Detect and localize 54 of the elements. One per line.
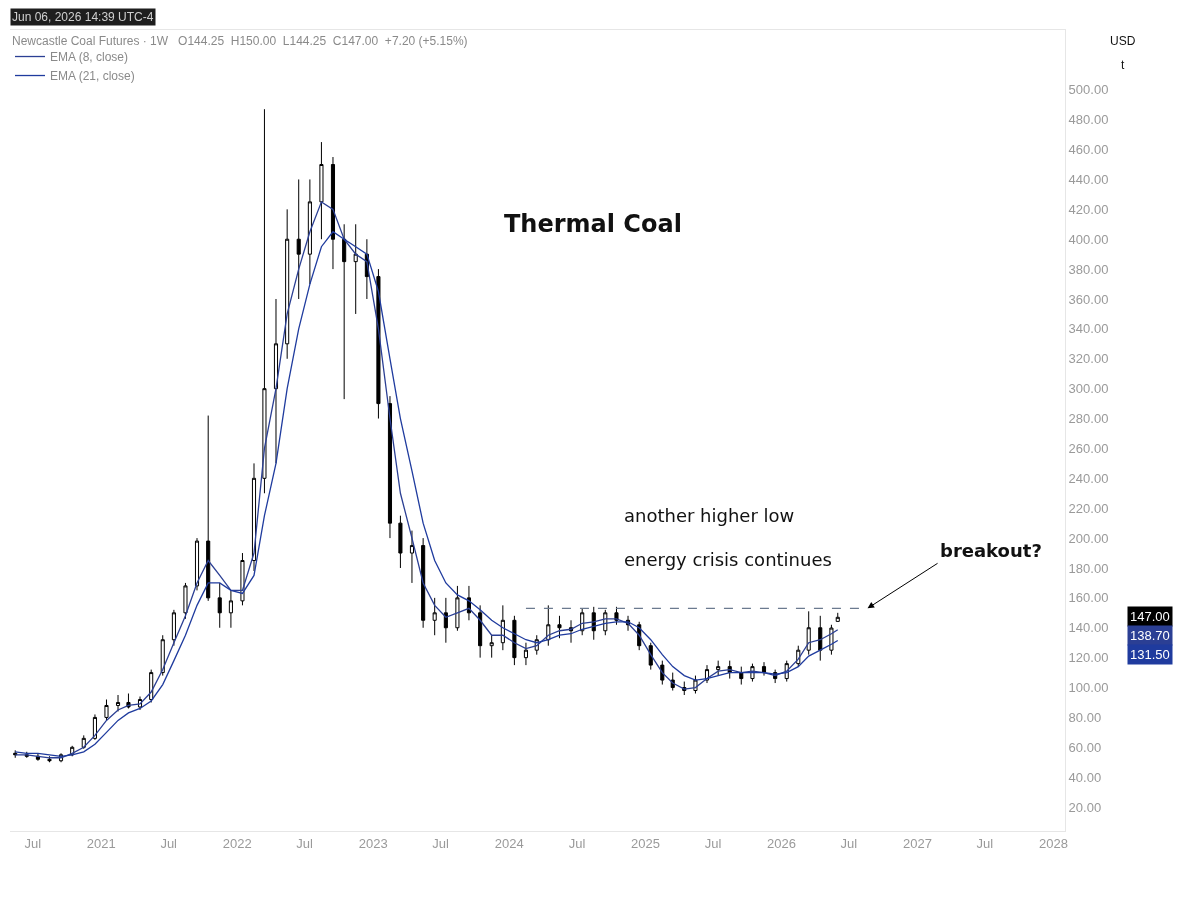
y-tick-label: 80.00: [1068, 709, 1102, 725]
x-tick-label: 2023: [358, 835, 388, 851]
y-tick-label: 20.00: [1068, 799, 1102, 815]
x-tick-label: 2026: [767, 835, 796, 851]
text: t: [1121, 58, 1125, 72]
x-tick-label: 2028: [1038, 835, 1068, 851]
x-tick-label: Jul: [296, 835, 314, 851]
y-tick-label: 120.00: [1068, 650, 1109, 666]
y-tick-label: 500.00: [1068, 82, 1109, 98]
annotation: another higher low: [624, 505, 795, 526]
x-tick-label: Jul: [704, 835, 722, 851]
text: Thermal Coal: [504, 209, 682, 238]
text: Jun 06, 2026 14:39 UTC-4: [12, 10, 154, 24]
text: 147.00: [1130, 609, 1170, 624]
x-tick-label: Jul: [976, 835, 994, 851]
y-tick-label: 420.00: [1068, 201, 1109, 217]
y-tick-label: 260.00: [1068, 440, 1109, 456]
y-tick-label: 400.00: [1068, 231, 1109, 247]
x-tick-label: Jul: [160, 835, 178, 851]
y-tick-label: 220.00: [1068, 500, 1109, 516]
y-tick-label: 440.00: [1068, 171, 1109, 187]
annotation: breakout?: [940, 540, 1042, 561]
legend-label: EMA (8, close): [50, 50, 129, 65]
x-tick-label: 2021: [86, 835, 116, 851]
text: USD: [1110, 34, 1136, 48]
y-tick-label: 380.00: [1068, 261, 1109, 277]
annotation: Newcastle Coal Futures · 1W O144.25 H150.00 L144.25 C147.00 +7.20 (+5.15%): [12, 34, 468, 48]
y-tick-label: 140.00: [1068, 620, 1109, 636]
y-tick-label: 240.00: [1068, 470, 1109, 486]
y-tick-label: 180.00: [1068, 560, 1109, 576]
x-tick-label: 2024: [494, 835, 524, 851]
x-tick-label: Jul: [432, 835, 450, 851]
y-tick-label: 340.00: [1068, 321, 1109, 337]
x-tick-label: 2022: [222, 835, 252, 851]
y-tick-label: 160.00: [1068, 590, 1109, 606]
x-tick-label: Jul: [840, 835, 858, 851]
annotation: energy crisis continues: [624, 549, 832, 570]
y-tick-label: 300.00: [1068, 381, 1109, 397]
text: 138.70: [1130, 628, 1170, 643]
x-tick-label: Jul: [24, 835, 42, 851]
y-tick-label: 460.00: [1068, 142, 1109, 158]
y-tick-label: 480.00: [1068, 112, 1109, 128]
x-tick-label: 2025: [631, 835, 660, 851]
legend-label: EMA (21, close): [50, 69, 135, 84]
y-tick-label: 280.00: [1068, 411, 1109, 427]
y-tick-label: 360.00: [1068, 291, 1109, 307]
text: 131.50: [1130, 647, 1170, 662]
x-tick-label: 2027: [903, 835, 932, 851]
y-tick-label: 40.00: [1068, 769, 1102, 785]
x-tick-label: Jul: [568, 835, 586, 851]
y-tick-label: 60.00: [1068, 739, 1102, 755]
y-tick-label: 100.00: [1068, 680, 1109, 696]
y-tick-label: 200.00: [1068, 530, 1109, 546]
y-tick-label: 320.00: [1068, 351, 1109, 367]
